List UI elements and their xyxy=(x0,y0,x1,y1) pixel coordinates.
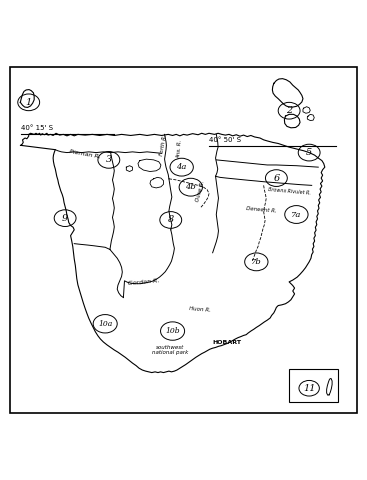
Text: 5: 5 xyxy=(306,148,312,157)
Text: 4a: 4a xyxy=(177,163,187,171)
Text: Derwent R.: Derwent R. xyxy=(246,206,277,214)
Text: 6: 6 xyxy=(273,174,280,182)
Text: Ans. R.: Ans. R. xyxy=(177,140,183,159)
Text: Browns Rivulet R.: Browns Rivulet R. xyxy=(268,187,311,196)
Text: 1: 1 xyxy=(26,98,32,107)
Text: 2: 2 xyxy=(286,106,292,115)
Text: Pieman R.: Pieman R. xyxy=(69,149,101,160)
Text: 3: 3 xyxy=(106,156,112,164)
Bar xyxy=(289,369,338,402)
Text: 7b: 7b xyxy=(251,258,262,266)
Text: 4b: 4b xyxy=(185,183,196,191)
Text: HOBART: HOBART xyxy=(213,340,242,345)
Text: 9: 9 xyxy=(62,214,68,223)
Text: 11: 11 xyxy=(303,384,315,393)
Text: national park: national park xyxy=(152,350,188,355)
Text: southwest: southwest xyxy=(156,345,184,350)
Text: 40° 50' S: 40° 50' S xyxy=(209,137,241,144)
Text: Gordon R.: Gordon R. xyxy=(127,278,159,286)
Text: Forth R.: Forth R. xyxy=(159,134,168,156)
Text: 40° 15' S: 40° 15' S xyxy=(21,125,54,132)
Text: 10b: 10b xyxy=(165,327,180,335)
Text: Huon R.: Huon R. xyxy=(189,306,211,312)
Text: 7a: 7a xyxy=(291,211,302,218)
Text: Ouse R.: Ouse R. xyxy=(195,180,205,202)
Text: 8: 8 xyxy=(168,216,174,225)
Text: 10a: 10a xyxy=(98,320,112,328)
